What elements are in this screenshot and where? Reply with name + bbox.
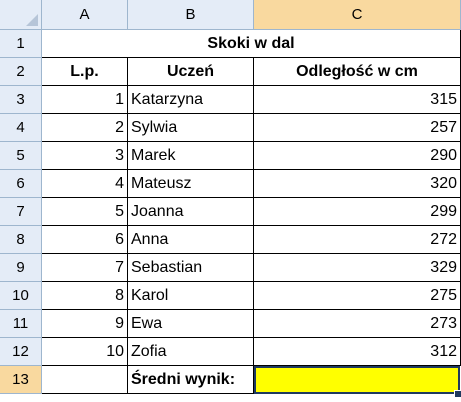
row-header-1[interactable]: 1 bbox=[0, 30, 42, 58]
row-header-6[interactable]: 6 bbox=[0, 170, 42, 198]
cell-distance[interactable]: 273 bbox=[254, 310, 461, 338]
cell-lp[interactable]: 8 bbox=[42, 282, 128, 310]
cell-student[interactable]: Anna bbox=[128, 226, 254, 254]
header-student[interactable]: Uczeń bbox=[128, 58, 254, 86]
row-header-13[interactable]: 13 bbox=[0, 366, 42, 394]
cell-lp[interactable]: 9 bbox=[42, 310, 128, 338]
row-header-10[interactable]: 10 bbox=[0, 282, 42, 310]
cell-lp[interactable]: 3 bbox=[42, 142, 128, 170]
row-header-8[interactable]: 8 bbox=[0, 226, 42, 254]
cell-lp[interactable]: 6 bbox=[42, 226, 128, 254]
fill-handle[interactable] bbox=[454, 390, 461, 398]
row-header-9[interactable]: 9 bbox=[0, 254, 42, 282]
row-header-4[interactable]: 4 bbox=[0, 114, 42, 142]
cell-distance[interactable]: 275 bbox=[254, 282, 461, 310]
column-header-a[interactable]: A bbox=[42, 0, 128, 30]
average-label[interactable]: Średni wynik: bbox=[128, 366, 254, 394]
cell-distance[interactable]: 315 bbox=[254, 86, 461, 114]
cell-lp[interactable]: 4 bbox=[42, 170, 128, 198]
column-header-b[interactable]: B bbox=[128, 0, 254, 30]
average-result-cell[interactable] bbox=[254, 366, 460, 394]
header-distance[interactable]: Odległość w cm bbox=[254, 58, 461, 86]
row-header-2[interactable]: 2 bbox=[0, 58, 42, 86]
cell-student[interactable]: Sylwia bbox=[128, 114, 254, 142]
cell-student[interactable]: Sebastian bbox=[128, 254, 254, 282]
cell-distance[interactable]: 290 bbox=[254, 142, 461, 170]
column-header-c[interactable]: C bbox=[254, 0, 461, 30]
cell-lp[interactable]: 10 bbox=[42, 338, 128, 366]
row-header-5[interactable]: 5 bbox=[0, 142, 42, 170]
row-header-12[interactable]: 12 bbox=[0, 338, 42, 366]
select-all-icon bbox=[26, 14, 38, 26]
title-cell[interactable]: Skoki w dal bbox=[42, 30, 461, 58]
cell-student[interactable]: Zofia bbox=[128, 338, 254, 366]
row-header-3[interactable]: 3 bbox=[0, 86, 42, 114]
cell-lp[interactable]: 5 bbox=[42, 198, 128, 226]
cell-distance[interactable]: 320 bbox=[254, 170, 461, 198]
select-all-corner[interactable] bbox=[0, 0, 42, 30]
row-header-11[interactable]: 11 bbox=[0, 310, 42, 338]
cell-distance[interactable]: 299 bbox=[254, 198, 461, 226]
cell-student[interactable]: Marek bbox=[128, 142, 254, 170]
cell-student[interactable]: Mateusz bbox=[128, 170, 254, 198]
cell-distance[interactable]: 257 bbox=[254, 114, 461, 142]
cell-lp[interactable]: 7 bbox=[42, 254, 128, 282]
cell-distance[interactable]: 272 bbox=[254, 226, 461, 254]
cell-distance[interactable]: 329 bbox=[254, 254, 461, 282]
cell-student[interactable]: Ewa bbox=[128, 310, 254, 338]
cell-lp[interactable]: 2 bbox=[42, 114, 128, 142]
cell-student[interactable]: Karol bbox=[128, 282, 254, 310]
cell-lp[interactable]: 1 bbox=[42, 86, 128, 114]
cell-empty-a13[interactable] bbox=[42, 366, 128, 394]
header-lp[interactable]: L.p. bbox=[42, 58, 128, 86]
row-header-7[interactable]: 7 bbox=[0, 198, 42, 226]
cell-student[interactable]: Katarzyna bbox=[128, 86, 254, 114]
cell-student[interactable]: Joanna bbox=[128, 198, 254, 226]
cell-distance[interactable]: 312 bbox=[254, 338, 461, 366]
